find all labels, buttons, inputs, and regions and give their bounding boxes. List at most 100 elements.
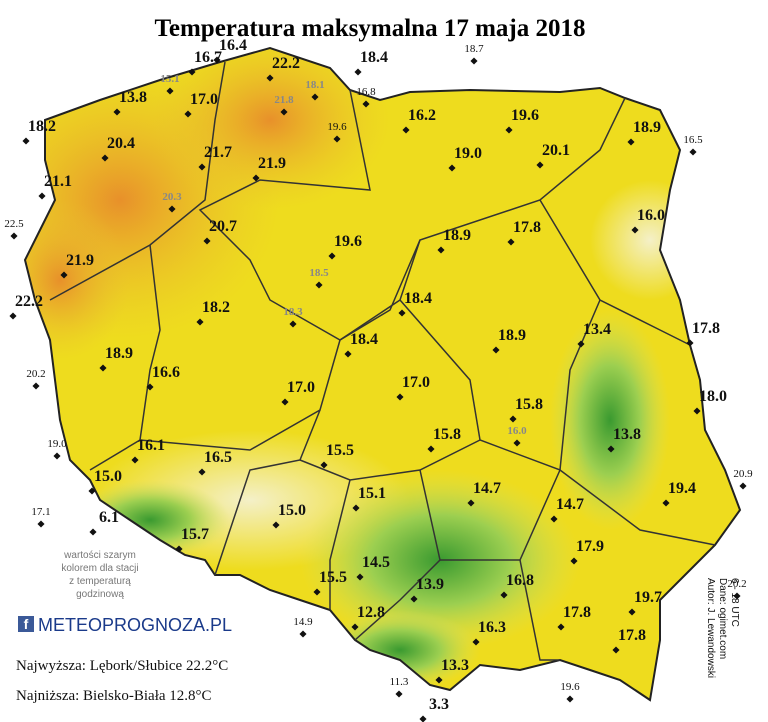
station-value: 16.8 xyxy=(356,86,376,98)
station-value: 18.1 xyxy=(305,79,324,91)
station-value: 17.8 xyxy=(692,320,720,337)
station-value: 18.9 xyxy=(498,327,526,344)
station-dot xyxy=(198,468,206,476)
credits: Autor: J. Lewandowski Dane: ogimet.com 6 -… xyxy=(705,578,740,678)
station-dot xyxy=(739,482,747,490)
station-value: 16.5 xyxy=(683,134,703,146)
station-value: 16.0 xyxy=(507,425,527,437)
region-borders xyxy=(49,61,716,661)
station-dot xyxy=(188,68,196,76)
station-value: 15.0 xyxy=(278,502,306,519)
station-value: 15.8 xyxy=(433,426,461,443)
station-value: 18.7 xyxy=(464,43,484,55)
station-dot xyxy=(566,695,574,703)
station-value: 22.2 xyxy=(15,293,43,310)
station-value: 16.6 xyxy=(152,364,180,381)
station-value: 21.9 xyxy=(258,155,286,172)
station-value: 22.2 xyxy=(272,55,300,72)
station-dot xyxy=(628,608,636,616)
station-value: 16.1 xyxy=(137,437,165,454)
station-value: 17.0 xyxy=(190,91,218,108)
station-value: 19.6 xyxy=(334,233,362,250)
station-value: 18.9 xyxy=(443,227,471,244)
station-value: 19.4 xyxy=(668,480,696,497)
station-value: 15.8 xyxy=(515,396,543,413)
station-dot xyxy=(37,520,45,528)
station-value: 17.0 xyxy=(402,374,430,391)
station-dot xyxy=(689,148,697,156)
station-dot xyxy=(410,595,418,603)
station-value: 17.9 xyxy=(576,538,604,555)
station-dot xyxy=(166,87,174,95)
highest: Najwyższa: Lębork/Słubice 22.2°C xyxy=(16,658,228,674)
station-dot xyxy=(362,100,370,108)
station-value: 11.3 xyxy=(390,676,409,688)
station-value: 18.2 xyxy=(28,118,56,135)
station-value: 16.2 xyxy=(408,107,436,124)
station-dot xyxy=(693,407,701,415)
station-value: 6.1 xyxy=(99,509,119,526)
station-dot xyxy=(733,592,741,600)
station-dot xyxy=(131,456,139,464)
station-dot xyxy=(32,382,40,390)
station-dot xyxy=(311,93,319,101)
station-value: 18.2 xyxy=(202,299,230,316)
station-value: 16.5 xyxy=(204,449,232,466)
station-dot xyxy=(492,346,500,354)
station-value: 13.4 xyxy=(583,321,611,338)
station-dot xyxy=(513,439,521,447)
station-dot xyxy=(577,340,585,348)
station-dot xyxy=(60,271,68,279)
station-value: 17.8 xyxy=(618,627,646,644)
station-value: 13.9 xyxy=(416,576,444,593)
station-dot xyxy=(435,676,443,684)
station-value: 18.4 xyxy=(350,331,378,348)
station-value: 13.8 xyxy=(119,89,147,106)
note: wartości szarym kolorem dla stacji z tempe… xyxy=(61,550,138,600)
station-value: 20.9 xyxy=(733,468,753,480)
station-dot xyxy=(266,74,274,82)
station-value: 16.3 xyxy=(478,619,506,636)
station-dot xyxy=(352,504,360,512)
title: Temperatura maksymalna 17 maja 2018 xyxy=(154,15,585,42)
note-line: z temperaturą xyxy=(69,576,131,587)
station-dot xyxy=(196,318,204,326)
station-dot xyxy=(22,137,30,145)
station-value: 16.7 xyxy=(194,49,222,66)
station-value: 12.8 xyxy=(357,604,385,621)
station-dot xyxy=(315,281,323,289)
note-line: kolorem dla stacji xyxy=(61,563,138,574)
station-dot xyxy=(289,320,297,328)
station-dot xyxy=(662,499,670,507)
credit-line: Dane: ogimet.com xyxy=(717,578,728,659)
station-value: 15.1 xyxy=(358,485,386,502)
station-dot xyxy=(607,445,615,453)
station-value: 17.8 xyxy=(563,604,591,621)
station-dot xyxy=(612,646,620,654)
station-value: 21.9 xyxy=(66,252,94,269)
station-dot xyxy=(631,226,639,234)
station-value: 21.7 xyxy=(204,144,232,161)
station-dot xyxy=(344,350,352,358)
station-value: 14.9 xyxy=(293,616,313,628)
station-dot xyxy=(507,238,515,246)
station-value: 14.7 xyxy=(556,496,584,513)
stations: 16.716.4 22.2 18.4 17.0 13.8 18.2 16.2 19.6 18.9… xyxy=(4,37,753,722)
station-value: 3.3 xyxy=(429,696,449,713)
station-dot xyxy=(402,126,410,134)
station-dot xyxy=(146,383,154,391)
station-dot xyxy=(396,393,404,401)
credit-line: Autor: J. Lewandowski xyxy=(705,578,716,678)
station-dot xyxy=(427,445,435,453)
station-value: 20.2 xyxy=(26,368,45,380)
station-dot xyxy=(505,126,513,134)
station-dot xyxy=(686,339,694,347)
station-dot xyxy=(550,515,558,523)
station-dot xyxy=(213,56,221,64)
station-dot xyxy=(10,232,18,240)
station-dot xyxy=(419,715,427,722)
station-dot xyxy=(272,521,280,529)
station-value: 20.2 xyxy=(727,578,746,590)
